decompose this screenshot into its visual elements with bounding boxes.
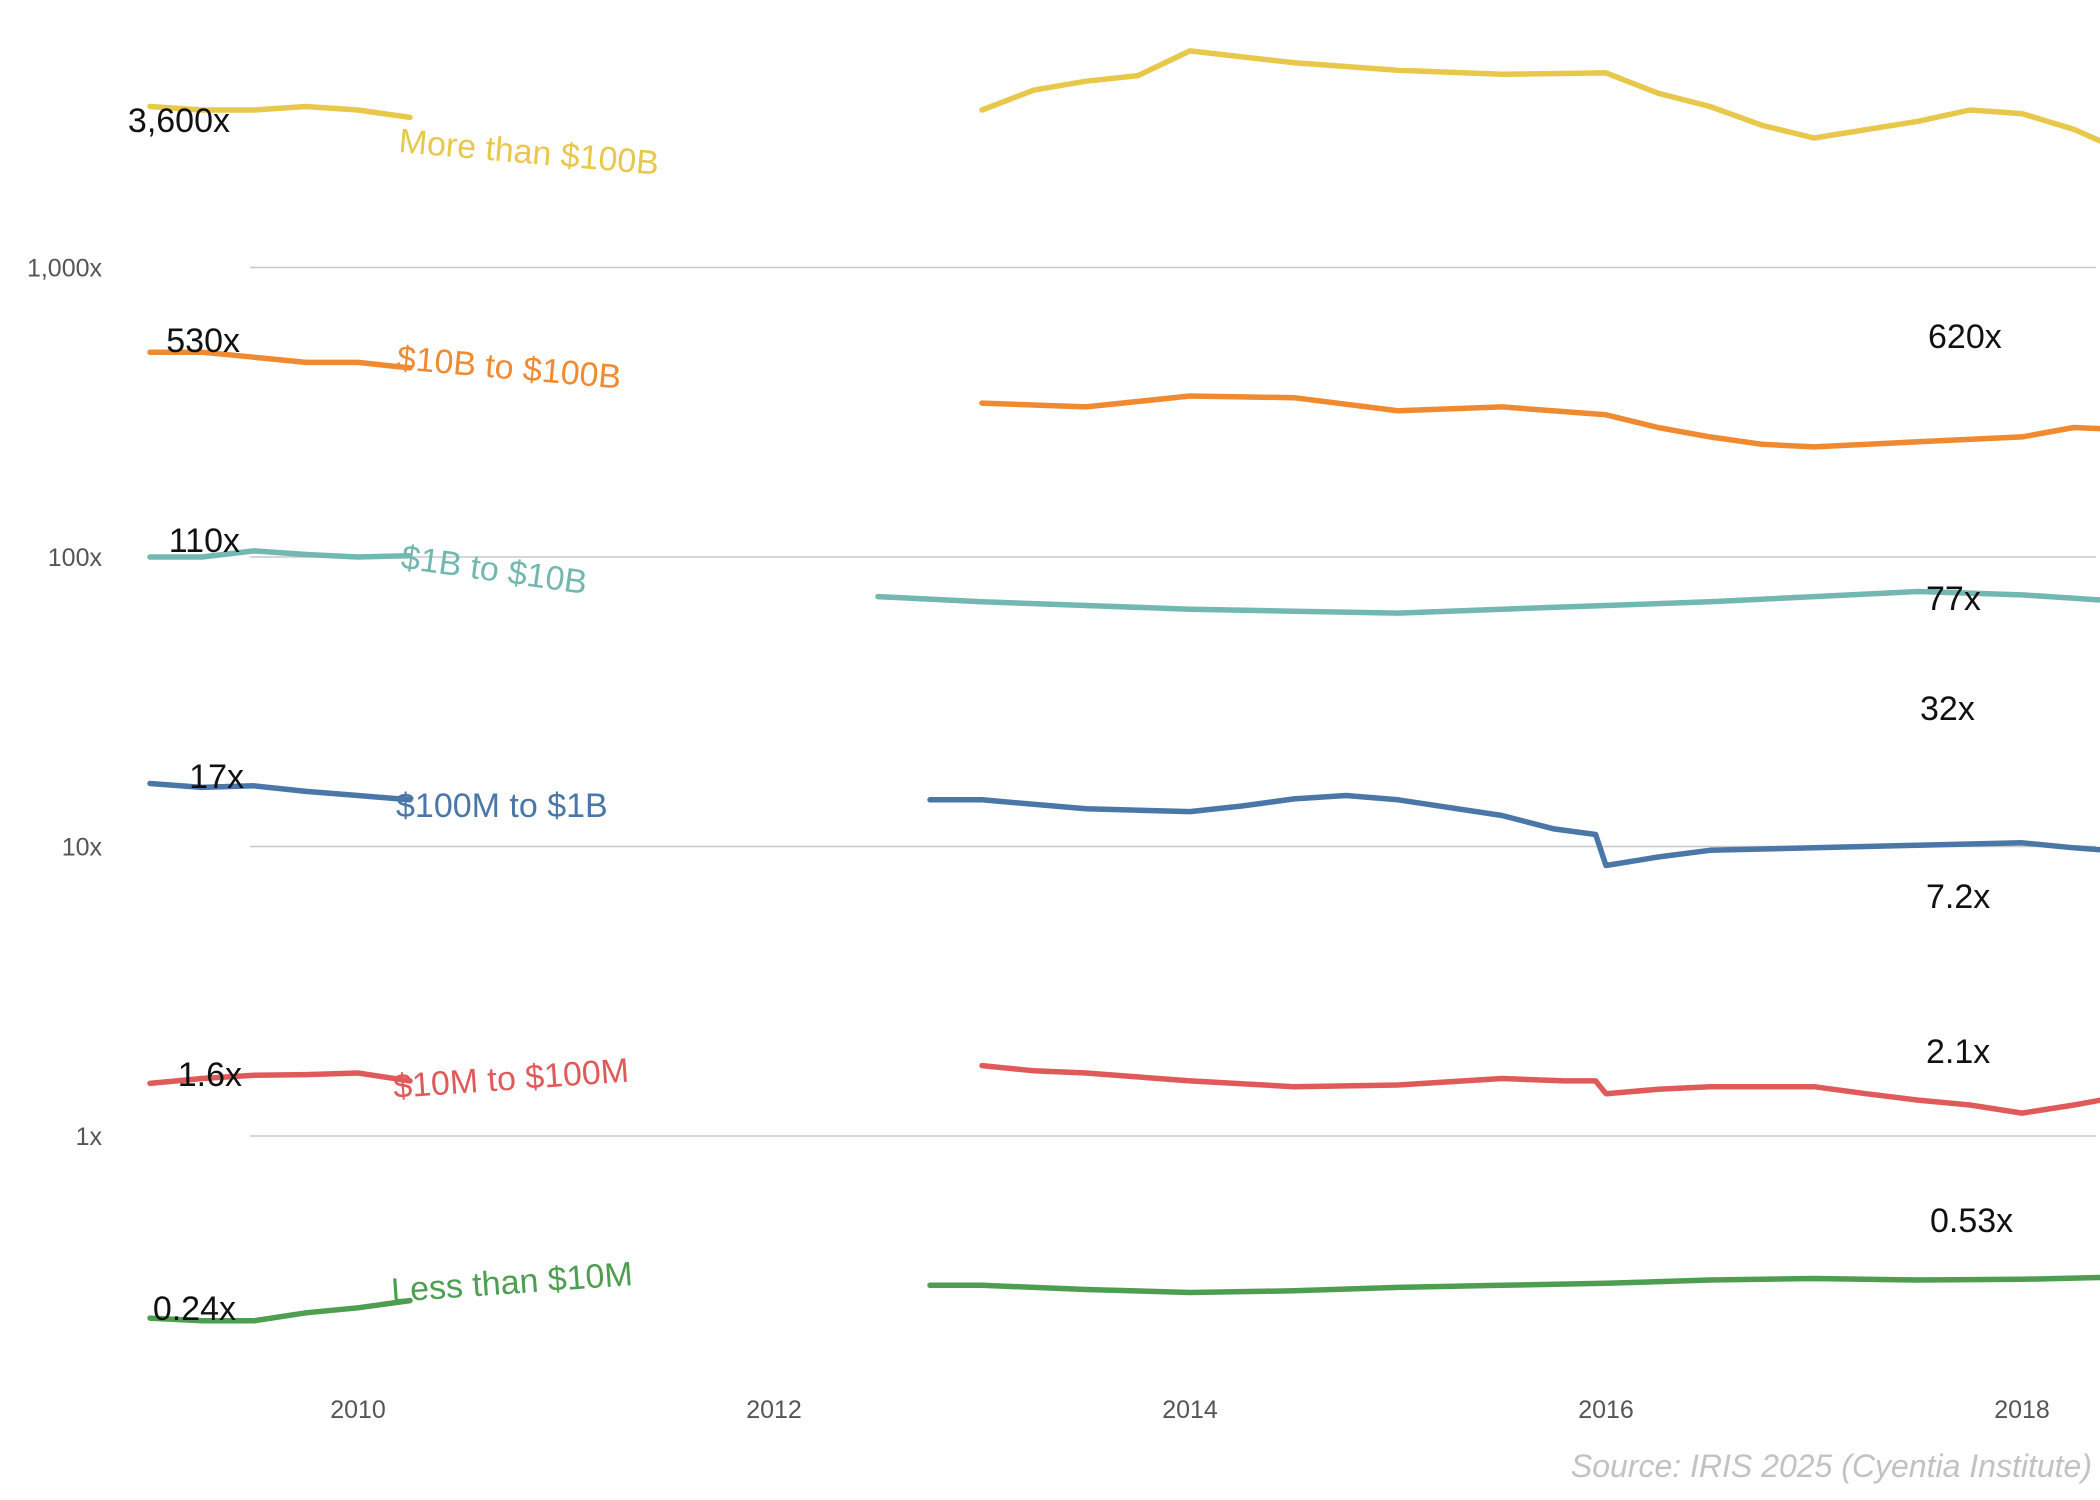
series-line-0-segment-0 (147, 103, 413, 121)
series-name-text: $10B to $100B (395, 339, 622, 396)
series-line-4-segment-1 (979, 1062, 2100, 1116)
x-tick-label: 2012 (746, 1396, 802, 1424)
series-line-5-segment-0 (147, 1297, 413, 1324)
x-tick-label: 2016 (1578, 1396, 1634, 1424)
series-end-label: 0.53x (1930, 1202, 2013, 1240)
series-line-2-segment-0 (147, 548, 413, 560)
series-name-1b-to-10b: $1B to $10B (399, 538, 590, 602)
series-line-0-segment-1 (979, 48, 2100, 144)
series-end-label: 77x (1926, 580, 1981, 618)
x-axis-ticks: 20102012201420162018202020222024 (330, 1396, 2050, 1424)
x-tick-label: 2014 (1162, 1396, 1218, 1424)
series-line-5-segment-1 (927, 1274, 2100, 1296)
series-name-text: More than $100B (397, 122, 660, 183)
series-lines (147, 48, 2100, 1324)
y-axis-ticks: 1x 10x 100x 1,000x (27, 255, 103, 1152)
end-labels: 3,600x 620x 530x 77x 110x 32x 17x 7.2x 1.6x 2.1x 0… (128, 102, 2013, 1328)
series-start-label: 3,600x (128, 102, 230, 140)
x-tick-label: 2010 (330, 1396, 386, 1424)
y-tick-label: 1x (76, 1123, 103, 1151)
series-line-3-segment-1 (927, 792, 2100, 869)
series-end-label: 2.1x (1926, 1033, 1990, 1071)
series-name-10b-to-100b: $10B to $100B (395, 339, 622, 396)
y-tick-label: 10x (62, 834, 103, 862)
series-name-text: Less than $10M (390, 1255, 634, 1310)
source-annotation: Source: IRIS 2025 (Cyentia Institute) (1571, 1448, 2092, 1484)
y-tick-label: 100x (48, 544, 103, 572)
series-start-label: 1.6x (178, 1056, 242, 1094)
series-name-100m-to-1b: $100M to $1B (396, 787, 608, 825)
series-start-label: 0.24x (153, 1290, 236, 1328)
series-line-3-segment-0 (147, 780, 413, 803)
series-name-10m-to-100m: $10M to $100M (392, 1052, 630, 1106)
series-labels: More than $100B $10B to $100B $1B to $10… (390, 122, 661, 1310)
series-end-label: 32x (1920, 690, 1975, 728)
x-tick-label: 2018 (1994, 1396, 2050, 1424)
series-name-text: $1B to $10B (399, 538, 590, 602)
series-line-2-segment-1 (875, 588, 2100, 616)
series-name-text: $10M to $100M (392, 1052, 630, 1106)
series-line-1-segment-0 (147, 349, 413, 371)
series-start-label: 110x (169, 522, 240, 560)
series-end-label: 620x (1928, 318, 2002, 356)
series-line-4-segment-0 (147, 1070, 413, 1087)
series-end-label: 7.2x (1926, 878, 1990, 916)
series-name-less-than-10m: Less than $10M (390, 1255, 634, 1310)
series-start-label: 17x (189, 758, 244, 796)
series-line-1-segment-1 (979, 393, 2100, 450)
series-name-text: $100M to $1B (396, 787, 608, 825)
series-start-label: 530x (166, 322, 240, 360)
series-name-more-than-100b: More than $100B (397, 122, 660, 183)
y-tick-label: 1,000x (27, 255, 103, 283)
